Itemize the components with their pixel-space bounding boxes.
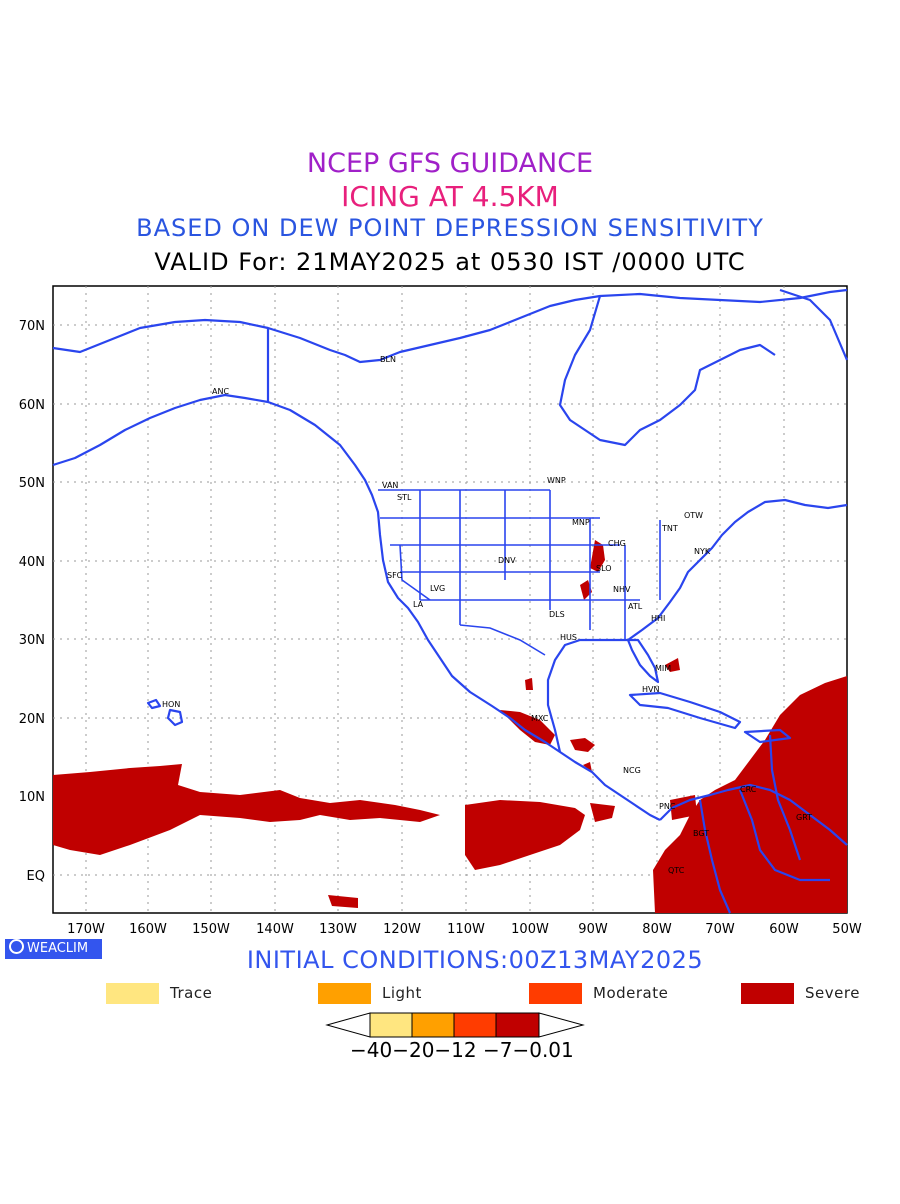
lat-label: 70N bbox=[19, 319, 45, 334]
station-labels: ANC BLN VAN STL WNP MNP OTW TNT CHG NYK … bbox=[162, 355, 812, 875]
station-label: SFC bbox=[387, 571, 403, 580]
legend-label: Severe bbox=[805, 984, 860, 1002]
station-label: CHG bbox=[608, 539, 626, 548]
station-label: GRT bbox=[796, 813, 812, 822]
map-area bbox=[52, 285, 849, 914]
station-label: MIM bbox=[655, 664, 671, 673]
lat-label: EQ bbox=[27, 869, 45, 884]
map-title-source: NCEP GFS GUIDANCE bbox=[306, 148, 594, 179]
station-label: STL bbox=[397, 493, 412, 502]
lon-label: 110W bbox=[447, 922, 485, 937]
axis-labels: 70N 60N 50N 40N 30N 20N 10N EQ 170W 160W… bbox=[19, 319, 862, 937]
legend-label: Trace bbox=[170, 984, 213, 1002]
latitude-labels: 70N 60N 50N 40N 30N 20N 10N EQ bbox=[19, 319, 45, 884]
station-label: OTW bbox=[684, 511, 703, 520]
station-label: SLO bbox=[596, 564, 612, 573]
lon-label: 70W bbox=[705, 922, 735, 937]
lat-label: 20N bbox=[19, 712, 45, 727]
station-label: LA bbox=[413, 600, 424, 609]
weaclim-logo: WEACLIM bbox=[5, 939, 102, 959]
lon-label: 60W bbox=[769, 922, 799, 937]
station-label: VAN bbox=[382, 481, 398, 490]
station-label: HHI bbox=[651, 614, 665, 623]
lat-label: 30N bbox=[19, 633, 45, 648]
coastlines bbox=[52, 288, 849, 914]
lon-label: 130W bbox=[319, 922, 357, 937]
station-label: NHV bbox=[613, 585, 631, 594]
legend-swatch bbox=[529, 983, 582, 1004]
station-label: HON bbox=[162, 700, 180, 709]
lat-label: 10N bbox=[19, 790, 45, 805]
station-label: ANC bbox=[212, 387, 229, 396]
lon-label: 150W bbox=[192, 922, 230, 937]
political-boundaries bbox=[378, 489, 661, 656]
lat-label: 60N bbox=[19, 398, 45, 413]
station-label: CRC bbox=[740, 785, 757, 794]
lon-label: 140W bbox=[256, 922, 294, 937]
initial-conditions: INITIAL CONDITIONS:00Z13MAY2025 bbox=[246, 946, 704, 974]
legend-swatch bbox=[318, 983, 371, 1004]
colorbar-severe bbox=[495, 1012, 540, 1038]
longitude-labels: 170W 160W 150W 140W 130W 120W 110W 100W … bbox=[67, 922, 862, 937]
lon-label: 80W bbox=[642, 922, 672, 937]
station-label: HUS bbox=[560, 633, 577, 642]
lat-label: 40N bbox=[19, 555, 45, 570]
station-label: MXC bbox=[531, 714, 549, 723]
lon-label: 100W bbox=[511, 922, 549, 937]
station-label: DNV bbox=[498, 556, 516, 565]
colorbar bbox=[325, 1012, 585, 1038]
colorbar-moderate bbox=[453, 1012, 497, 1038]
lon-label: 90W bbox=[578, 922, 608, 937]
station-label: BGT bbox=[693, 829, 709, 838]
station-label: WNP bbox=[547, 476, 566, 485]
station-label: ATL bbox=[628, 602, 643, 611]
lon-label: 120W bbox=[383, 922, 421, 937]
logo-label: WEACLIM bbox=[27, 941, 89, 956]
station-label: NYK bbox=[694, 547, 711, 556]
map-title-product: ICING AT 4.5KM bbox=[341, 180, 559, 213]
legend-label: Moderate bbox=[593, 984, 669, 1002]
station-label: QTC bbox=[668, 866, 685, 875]
colorbar-trace bbox=[369, 1012, 413, 1038]
lon-label: 170W bbox=[67, 922, 105, 937]
lat-label: 50N bbox=[19, 476, 45, 491]
colorbar-tick-labels: −40−20−12 −7−0.01 bbox=[350, 1038, 574, 1062]
legend-label: Light bbox=[382, 984, 422, 1002]
station-label: TNT bbox=[661, 524, 678, 533]
station-label: NCG bbox=[623, 766, 641, 775]
map-subtitle-method: BASED ON DEW POINT DEPRESSION SENSITIVIT… bbox=[136, 214, 764, 242]
lon-label: 160W bbox=[129, 922, 167, 937]
station-label: PNC bbox=[659, 802, 676, 811]
colorbar-light bbox=[411, 1012, 455, 1038]
station-label: DLS bbox=[549, 610, 565, 619]
station-label: LVG bbox=[430, 584, 445, 593]
lon-label: 50W bbox=[832, 922, 862, 937]
station-label: HVN bbox=[642, 685, 659, 694]
station-label: BLN bbox=[380, 355, 396, 364]
colorbar-low-arrow bbox=[325, 1012, 371, 1038]
colorbar-high-arrow bbox=[538, 1012, 585, 1038]
legend-swatch bbox=[106, 983, 159, 1004]
map-valid-time: VALID For: 21MAY2025 at 0530 IST /0000 U… bbox=[154, 248, 746, 276]
legend-swatch bbox=[741, 983, 794, 1004]
ring-icon bbox=[9, 939, 24, 954]
station-label: MNP bbox=[572, 518, 590, 527]
